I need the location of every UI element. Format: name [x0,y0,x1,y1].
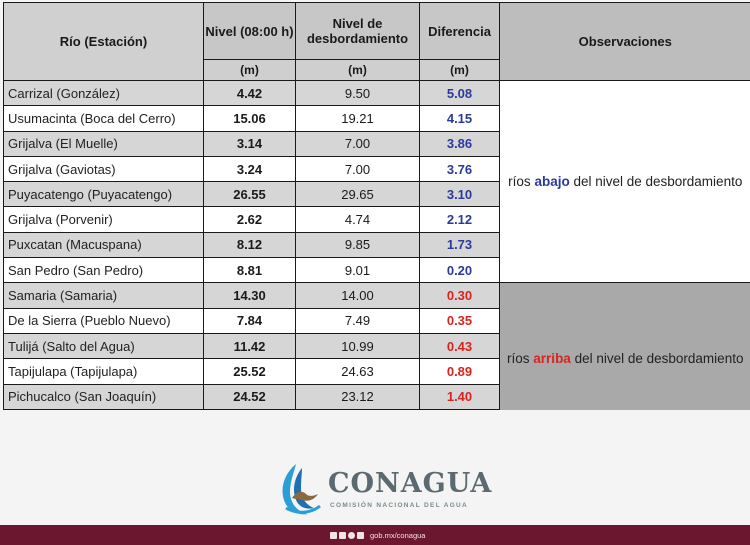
brand-name: CONAGUA [328,468,493,499]
level-difference: 0.20 [419,257,500,284]
logo-area: CONAGUA COMISIÓN NACIONAL DEL AGUA [0,410,750,525]
observation-below: ríos abajo del nivel de desbordamiento [499,79,750,284]
observation-suffix: del nivel de desbordamiento [573,173,743,189]
conagua-logo: CONAGUA COMISIÓN NACIONAL DEL AGUA [276,458,491,520]
current-level: 11.42 [203,332,296,360]
level-difference: 0.43 [419,332,500,360]
current-level: 24.52 [203,383,296,410]
observation-keyword: abajo [534,173,570,189]
conagua-emblem-icon [282,464,321,515]
station-name: Grijalva (Gaviotas) [3,155,204,183]
overflow-level: 9.85 [295,231,420,259]
level-difference: 2.12 [419,206,500,233]
table-row: Tulijá (Salto del Agua) 11.42 10.99 0.43 [3,332,750,360]
current-level: 26.55 [203,181,296,208]
overflow-level: 29.65 [295,181,420,208]
observation-above: ríos arriba del nivel de desbordamiento [499,282,750,436]
overflow-level: 10.99 [295,332,420,360]
unit-diferencia: (m) [419,59,500,81]
observation-prefix: ríos [507,350,530,366]
current-level: 2.62 [203,206,296,233]
header-observaciones: Observaciones [499,2,750,81]
station-name: Samaria (Samaria) [3,282,204,309]
river-levels-table-container: Río (Estación) Nivel (08:00 h) Nivel de … [3,2,750,436]
current-level: 4.42 [203,79,296,107]
current-level: 3.24 [203,155,296,183]
overflow-level: 7.00 [295,130,420,157]
table-row: Pichucalco (San Joaquín) 24.52 23.12 1.40 [3,383,750,410]
table-row: Grijalva (Porvenir) 2.62 4.74 2.12 [3,206,750,233]
overflow-level: 14.00 [295,282,420,309]
level-difference: 1.40 [419,383,500,410]
overflow-level: 7.00 [295,155,420,183]
header-desbordamiento: Nivel de desbordamiento [295,2,420,60]
station-name: Grijalva (Porvenir) [3,206,204,233]
header-rio: Río (Estación) [3,2,204,81]
level-difference: 3.76 [419,155,500,183]
station-name: Grijalva (El Muelle) [3,130,204,157]
current-level: 8.12 [203,231,296,259]
table-row: Puxcatan (Macuspana) 8.12 9.85 1.73 [3,231,750,259]
unit-desbordamiento: (m) [295,59,420,81]
overflow-level: 7.49 [295,307,420,334]
station-name: De la Sierra (Pueblo Nuevo) [3,307,204,334]
observation-suffix: del nivel de desbordamiento [574,350,744,366]
table-row: Samaria (Samaria) 14.30 14.00 0.30 ríos arri… [3,282,750,436]
footer-url-link[interactable]: gob.mx/conagua [370,530,426,540]
level-difference: 4.15 [419,105,500,132]
overflow-level: 9.01 [295,257,420,284]
facebook-icon[interactable] [330,531,337,539]
header-nivel: Nivel (08:00 h) [203,2,296,60]
table-row: Grijalva (Gaviotas) 3.24 7.00 3.76 [3,155,750,183]
station-name: Carrizal (González) [3,79,204,107]
current-level: 25.52 [203,358,296,385]
current-level: 8.81 [203,257,296,284]
overflow-level: 23.12 [295,383,420,410]
overflow-level: 9.50 [295,79,420,107]
level-difference: 1.73 [419,231,500,259]
river-levels-table: Río (Estación) Nivel (08:00 h) Nivel de … [3,2,750,436]
youtube-icon[interactable] [357,531,364,539]
overflow-level: 24.63 [295,358,420,385]
station-name: San Pedro (San Pedro) [3,257,204,284]
station-name: Tapijulapa (Tapijulapa) [3,358,204,385]
observation-prefix: ríos [508,173,531,189]
instagram-icon[interactable] [348,531,355,539]
footer-content: gob.mx/conagua [330,529,425,541]
level-difference: 3.86 [419,130,500,157]
brand-subtitle: COMISIÓN NACIONAL DEL AGUA [330,502,469,509]
table-row: Puyacatengo (Puyacatengo) 26.55 29.65 3.10 [3,181,750,208]
table-row: San Pedro (San Pedro) 8.81 9.01 0.20 [3,257,750,284]
overflow-level: 19.21 [295,105,420,132]
table-row: Tapijulapa (Tapijulapa) 25.52 24.63 0.89 [3,358,750,385]
current-level: 14.30 [203,282,296,309]
unit-nivel: (m) [203,59,296,81]
current-level: 7.84 [203,307,296,334]
level-difference: 5.08 [419,79,500,107]
footer-bar: gob.mx/conagua [0,525,750,545]
level-difference: 0.30 [419,282,500,309]
level-difference: 0.35 [419,307,500,334]
header-diferencia: Diferencia [419,2,500,60]
table-row: De la Sierra (Pueblo Nuevo) 7.84 7.49 0.35 [3,307,750,334]
station-name: Tulijá (Salto del Agua) [3,332,204,360]
table-row: Carrizal (González) 4.42 9.50 5.08 ríos abaj… [3,79,750,284]
table-row: Grijalva (El Muelle) 3.14 7.00 3.86 [3,130,750,157]
table-row: Usumacinta (Boca del Cerro) 15.06 19.21 4.1… [3,105,750,132]
overflow-level: 4.74 [295,206,420,233]
level-difference: 3.10 [419,181,500,208]
current-level: 15.06 [203,105,296,132]
table-body: Carrizal (González) 4.42 9.50 5.08 ríos abaj… [3,79,750,436]
station-name: Puyacatengo (Puyacatengo) [3,181,204,208]
twitter-icon[interactable] [339,531,346,539]
observation-keyword: arriba [533,350,571,366]
current-level: 3.14 [203,130,296,157]
level-difference: 0.89 [419,358,500,385]
station-name: Puxcatan (Macuspana) [3,231,204,259]
station-name: Pichucalco (San Joaquín) [3,383,204,410]
station-name: Usumacinta (Boca del Cerro) [3,105,204,132]
